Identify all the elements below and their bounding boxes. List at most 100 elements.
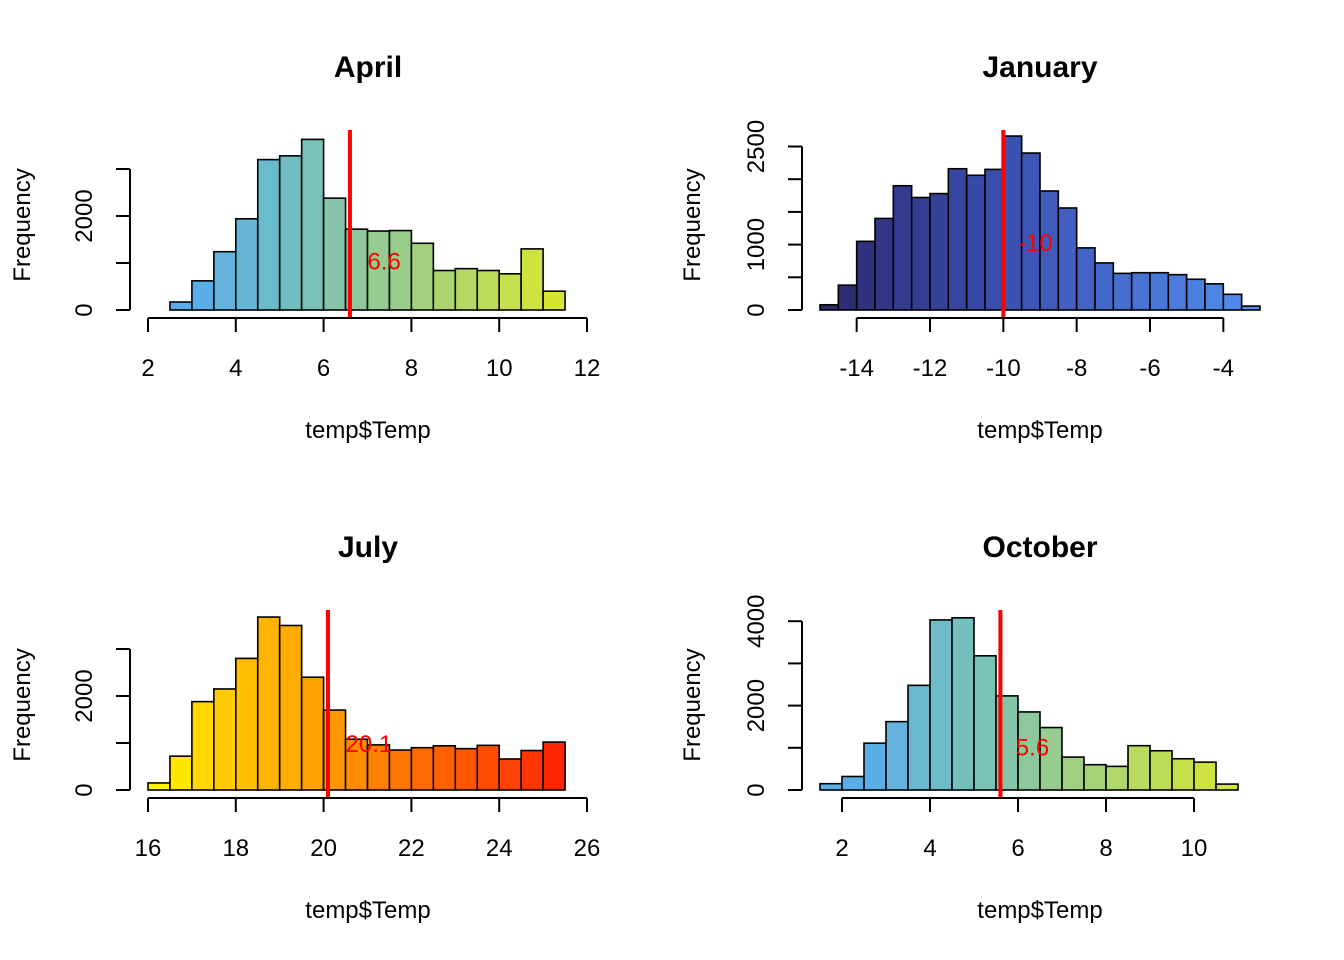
- x-tick-label: 8: [405, 355, 418, 382]
- histogram-bar: [1215, 783, 1239, 791]
- histogram-bar: [213, 688, 237, 791]
- x-axis-label: temp$Temp: [305, 417, 430, 444]
- histogram-bar: [256, 158, 281, 311]
- histogram-bar: [1193, 761, 1217, 791]
- x-tick-label: 24: [486, 835, 513, 862]
- panel-title: October: [982, 531, 1097, 564]
- histogram-bar: [1171, 757, 1195, 791]
- histogram-bar: [965, 174, 986, 311]
- y-tick-label: 0: [743, 783, 770, 796]
- x-tick-label: 4: [923, 835, 936, 862]
- histogram-bar: [874, 217, 895, 311]
- histogram-bar: [169, 755, 193, 791]
- histogram-bar: [855, 240, 876, 311]
- panel-title: January: [982, 51, 1097, 84]
- x-tick-label: 2: [835, 835, 848, 862]
- y-tick-label: 2000: [743, 679, 770, 732]
- histogram-bar: [984, 168, 1005, 311]
- histogram-bar: [1105, 765, 1129, 791]
- x-tick-label: 12: [574, 355, 601, 382]
- panel-april: April temp$Temp Frequency 2 4 6 8 10 12 0 2000 6…: [9, 51, 600, 444]
- y-tick-label: 2000: [71, 189, 98, 242]
- y-tick-label: 0: [743, 303, 770, 316]
- histogram-bar: [885, 720, 909, 791]
- x-tick-label: -4: [1213, 355, 1234, 382]
- histogram-bar: [476, 269, 501, 311]
- histogram-bar: [542, 290, 566, 311]
- histogram-bar: [863, 742, 887, 791]
- y-tick-label: 4000: [743, 595, 770, 648]
- x-tick-label: 10: [486, 355, 513, 382]
- x-tick-label: 18: [222, 835, 249, 862]
- x-axis-label: temp$Temp: [305, 897, 430, 924]
- x-tick-label: 22: [398, 835, 425, 862]
- histogram-bar: [837, 284, 858, 311]
- x-tick-label: -8: [1066, 355, 1087, 382]
- histogram-bar: [947, 167, 968, 311]
- histogram-bar: [213, 250, 237, 311]
- x-tick-label: 2: [141, 355, 154, 382]
- histogram-bar: [1075, 247, 1096, 311]
- histogram-bar: [542, 741, 566, 791]
- histogram-bar: [1083, 763, 1107, 791]
- x-tick-label: 26: [574, 835, 601, 862]
- y-tick-label: 0: [71, 303, 98, 316]
- y-axis-label: Frequency: [9, 168, 36, 281]
- x-tick-label: 6: [1011, 835, 1024, 862]
- histogram-bar: [1149, 749, 1173, 791]
- histogram-bar: [1149, 271, 1170, 311]
- x-tick-label: -14: [839, 355, 874, 382]
- mean-label: 20.1: [346, 731, 393, 758]
- histogram-bar: [819, 303, 840, 311]
- y-tick-label: 2500: [743, 120, 770, 173]
- y-tick-label: 0: [71, 783, 98, 796]
- histogram-bar: [169, 301, 193, 311]
- y-axis-label: Frequency: [9, 648, 36, 761]
- histogram-bar: [1002, 135, 1023, 311]
- x-tick-label: -12: [913, 355, 948, 382]
- histogram-bar: [454, 747, 479, 791]
- x-axis-label: temp$Temp: [977, 417, 1102, 444]
- histogram-bar: [235, 657, 259, 791]
- histogram-bar: [432, 745, 457, 791]
- histogram-bar: [907, 684, 931, 791]
- x-tick-label: 4: [229, 355, 242, 382]
- y-axis-label: Frequency: [679, 648, 706, 761]
- histogram-bar: [256, 616, 281, 791]
- histogram-bar: [973, 654, 997, 791]
- y-tick-label: 1000: [743, 218, 770, 271]
- histogram-bar: [410, 746, 435, 791]
- x-tick-label: 20: [310, 835, 337, 862]
- x-tick-label: 10: [1181, 835, 1208, 862]
- histogram-bar: [929, 192, 950, 311]
- histogram-bar: [1061, 756, 1085, 791]
- panel-october: October temp$Temp Frequency 2 4 6 8 10 0 2000 4…: [679, 531, 1239, 924]
- histogram-bar: [1222, 293, 1243, 311]
- x-tick-label: -6: [1139, 355, 1160, 382]
- histogram-bar: [322, 197, 347, 311]
- y-axis-label: Frequency: [679, 168, 706, 281]
- histogram-bar: [951, 617, 975, 791]
- histogram-bar: [1112, 272, 1133, 311]
- histogram-bar: [1185, 278, 1206, 311]
- histogram-bar: [910, 196, 931, 311]
- panel-july: July temp$Temp Frequency 16 18 20 22 24 26 0 20…: [9, 531, 600, 924]
- mean-label: 5.6: [1016, 735, 1049, 762]
- histogram-bar: [432, 269, 457, 311]
- histogram-bar: [388, 749, 413, 791]
- histogram-bar: [191, 280, 215, 311]
- histogram-bar: [520, 749, 544, 791]
- histogram-bar: [1167, 273, 1188, 311]
- histogram-bar: [147, 782, 171, 791]
- histogram-bar: [841, 775, 865, 791]
- histogram-bar: [929, 619, 953, 791]
- panel-title: July: [338, 531, 398, 564]
- histogram-bar: [1240, 305, 1261, 311]
- mean-label: -10: [1018, 230, 1053, 257]
- histogram-bar: [278, 624, 303, 791]
- mean-label: 6.6: [368, 249, 401, 276]
- histogram-bar: [1094, 262, 1115, 311]
- histogram-bar: [819, 782, 843, 791]
- panel-january: January temp$Temp Frequency -14 -12 -10 -8 -…: [679, 51, 1261, 444]
